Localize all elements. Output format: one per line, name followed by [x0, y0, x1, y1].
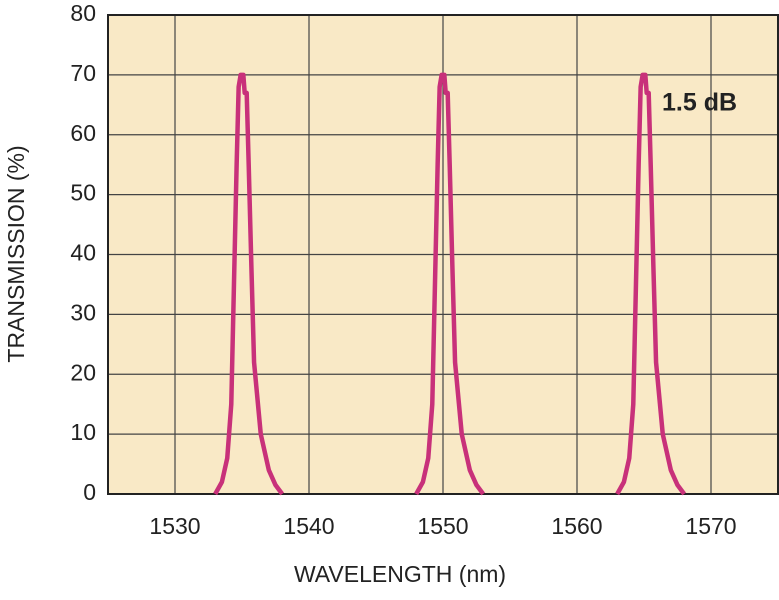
y-tick-label: 50 — [70, 180, 96, 206]
series-line — [213, 72, 285, 496]
x-tick-label: 1550 — [417, 513, 468, 539]
x-tick-label: 1570 — [685, 513, 736, 539]
series-line — [414, 72, 486, 496]
y-tick-label: 70 — [70, 60, 96, 86]
y-tick-label: 0 — [83, 479, 96, 505]
y-tick-label: 40 — [70, 240, 96, 266]
plot-frame — [107, 14, 779, 495]
y-tick-label: 80 — [70, 0, 96, 26]
x-tick-label: 1560 — [551, 513, 602, 539]
x-axis-label: WAVELENGTH (nm) — [294, 561, 506, 587]
y-tick-label: 30 — [70, 299, 96, 325]
y-tick-label: 60 — [70, 120, 96, 146]
x-tick-label: 1540 — [283, 513, 334, 539]
y-tick-label: 10 — [70, 419, 96, 445]
annotation: 1.5 dB — [662, 89, 737, 117]
series-line — [615, 72, 687, 496]
y-tick-label: 20 — [70, 359, 96, 385]
y-axis-label: TRANSMISSION (%) — [3, 145, 29, 362]
x-tick-label: 1530 — [149, 513, 200, 539]
